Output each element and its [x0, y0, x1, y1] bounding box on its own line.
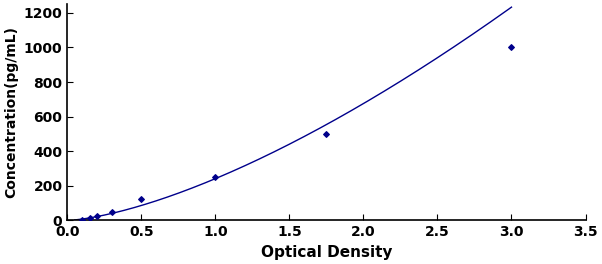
- X-axis label: Optical Density: Optical Density: [261, 245, 392, 260]
- Y-axis label: Concentration(pg/mL): Concentration(pg/mL): [4, 26, 18, 198]
